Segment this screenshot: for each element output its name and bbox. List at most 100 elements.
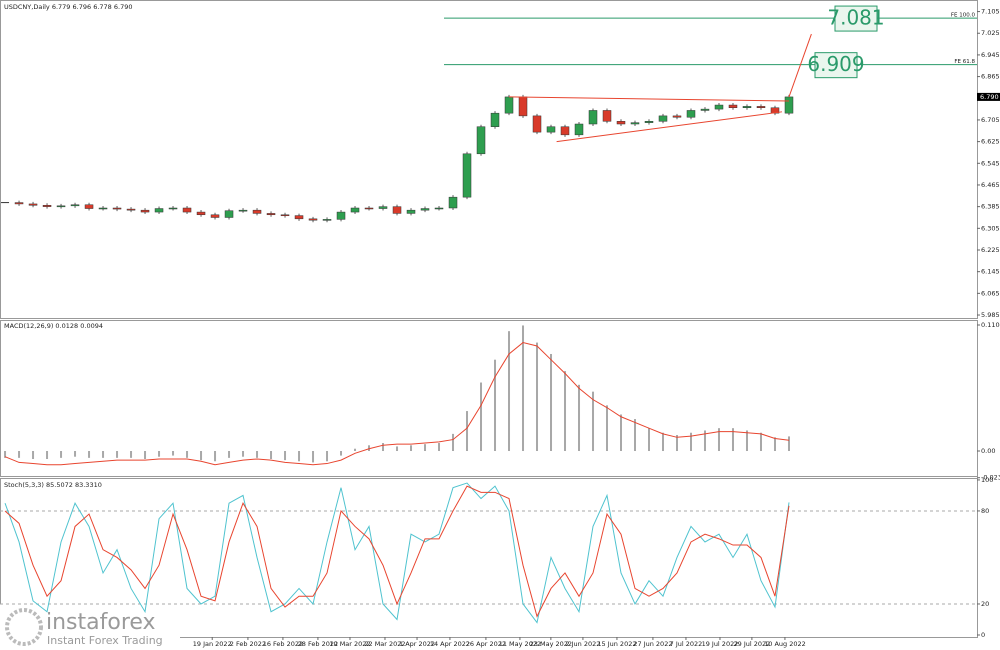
y-tick-label: 6.385 bbox=[981, 203, 1000, 211]
candle bbox=[14, 202, 24, 205]
macd-bar bbox=[88, 451, 91, 458]
macd-bar bbox=[564, 371, 567, 452]
macd-bar bbox=[410, 445, 413, 452]
y-tick-label: 6.545 bbox=[981, 159, 1000, 167]
macd-bar bbox=[4, 451, 7, 458]
macd-bar bbox=[634, 419, 637, 452]
fe-box bbox=[834, 5, 878, 32]
candle bbox=[322, 219, 332, 221]
candle bbox=[336, 211, 346, 220]
stoch-signal bbox=[4, 485, 790, 618]
candle bbox=[392, 206, 402, 214]
candle bbox=[420, 208, 430, 211]
macd-bar bbox=[256, 451, 259, 458]
macd-bar bbox=[508, 331, 511, 452]
candle bbox=[126, 208, 136, 211]
candle bbox=[434, 207, 444, 210]
candle bbox=[364, 207, 374, 210]
candle bbox=[406, 209, 416, 214]
macd-bar bbox=[452, 433, 455, 452]
fe-value: 7.081 bbox=[827, 6, 884, 30]
macd-bar bbox=[648, 428, 651, 452]
x-tick-label: 7 Jul 2022 bbox=[670, 640, 703, 648]
macd-bar bbox=[745, 430, 748, 452]
macd-bar bbox=[60, 451, 63, 458]
x-tick-label: 23 May 2022 bbox=[530, 640, 572, 648]
macd-bar bbox=[172, 451, 175, 456]
y-tick-label: 20 bbox=[981, 600, 989, 608]
candle bbox=[742, 106, 752, 109]
candle bbox=[196, 211, 206, 216]
price-tag bbox=[977, 92, 1000, 101]
candle bbox=[112, 207, 122, 210]
macd-bar bbox=[396, 446, 399, 452]
logo bbox=[5, 608, 43, 646]
candle bbox=[784, 96, 794, 114]
x-tick-label: 26 Apr 2022 bbox=[466, 640, 506, 648]
candle bbox=[84, 204, 94, 209]
macd-bar bbox=[689, 432, 692, 452]
candle bbox=[154, 208, 164, 213]
candle bbox=[238, 209, 248, 212]
candle bbox=[266, 213, 276, 216]
macd-bar bbox=[116, 451, 119, 458]
fe-label: FE 100.0 bbox=[951, 13, 976, 19]
candle bbox=[56, 205, 66, 208]
macd-title: MACD(12,26,9) 0.0128 0.0094 bbox=[4, 322, 103, 330]
macd-bar bbox=[606, 405, 609, 452]
y-tick-label: 6.625 bbox=[981, 138, 1000, 146]
macd-bar bbox=[354, 448, 357, 452]
candle bbox=[140, 209, 150, 213]
brand: instaforex bbox=[46, 610, 156, 635]
macd-bar bbox=[74, 451, 77, 457]
candle bbox=[546, 126, 556, 133]
x-tick-label: 1 Apr 2022 bbox=[399, 640, 435, 648]
candle bbox=[42, 205, 52, 207]
y-tick-label: 6.865 bbox=[981, 73, 1000, 81]
macd-bar bbox=[578, 384, 581, 452]
stoch-title: Stoch(5,3,3) 85.5072 83.3310 bbox=[4, 481, 102, 489]
candle bbox=[574, 123, 584, 136]
candle bbox=[28, 203, 38, 206]
y-tick-label: 0.1104 bbox=[981, 321, 1000, 329]
macd-bar bbox=[522, 325, 525, 452]
macd-bar bbox=[32, 451, 35, 459]
macd-bar bbox=[102, 451, 105, 458]
candle bbox=[308, 218, 318, 221]
y-tick-label: 7.025 bbox=[981, 29, 1000, 37]
macd-bar bbox=[592, 391, 595, 452]
macd-bar bbox=[284, 451, 287, 461]
macd-bar bbox=[228, 451, 231, 458]
macd-bar bbox=[438, 443, 441, 452]
y-tick-label: 6.465 bbox=[981, 181, 1000, 189]
y-tick-label: 0.00 bbox=[981, 447, 995, 455]
candle bbox=[728, 104, 738, 109]
candle bbox=[504, 96, 514, 114]
macd-bar bbox=[787, 436, 790, 452]
macd-bar bbox=[703, 430, 706, 452]
x-tick-label: 2 Feb 2022 bbox=[230, 640, 266, 648]
x-tick-label: 2 Jun 2022 bbox=[565, 640, 600, 648]
candle bbox=[224, 210, 234, 218]
trendline bbox=[788, 33, 812, 98]
price-title: USDCNY,Daily 6.779 6.796 6.778 6.790 bbox=[4, 3, 132, 11]
x-tick-label: 19 Jan 2022 bbox=[193, 640, 232, 648]
y-tick-label: 5.985 bbox=[981, 311, 1000, 319]
price-tag-label: 6.790 bbox=[980, 93, 999, 101]
macd-bar bbox=[144, 451, 147, 459]
y-tick-label: 6.145 bbox=[981, 268, 1000, 276]
candle bbox=[588, 110, 598, 125]
candle bbox=[448, 196, 458, 209]
candle bbox=[210, 214, 220, 218]
macd-bar bbox=[46, 451, 49, 459]
candle bbox=[70, 204, 80, 207]
candle bbox=[756, 106, 766, 109]
candle bbox=[476, 126, 486, 155]
candle bbox=[714, 104, 724, 110]
fe-value: 6.909 bbox=[807, 52, 864, 76]
macd-bar bbox=[717, 428, 720, 452]
y-tick-label: -0.0234 bbox=[981, 474, 1000, 482]
candle bbox=[686, 110, 696, 118]
macd-bar bbox=[200, 451, 203, 461]
macd-bar bbox=[186, 451, 189, 458]
